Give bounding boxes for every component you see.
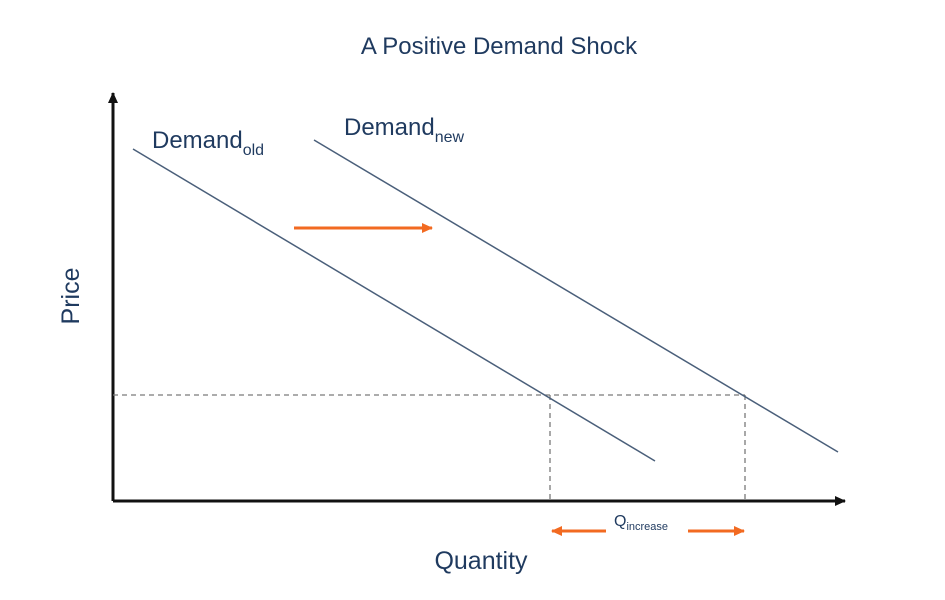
demand-new-label: Demandnew [344,114,465,146]
q-increase-label-main: Q [614,513,626,530]
demand-new-label-sub: new [435,129,465,146]
demand-new-line [313,139,839,453]
demand-old-label-main: Demand [152,127,243,154]
diagram-title: A Positive Demand Shock [361,33,638,60]
x-axis-label: Quantity [434,547,528,575]
demand-old-label-sub: old [243,142,264,159]
demand-old-line [132,148,656,462]
q-increase-label-sub: increase [626,521,668,533]
demand-new-label-main: Demand [344,114,435,141]
y-axis-label: Price [57,268,85,325]
q-increase-label: Qincrease [614,513,668,533]
demand-old-label: Demandold [152,127,264,159]
